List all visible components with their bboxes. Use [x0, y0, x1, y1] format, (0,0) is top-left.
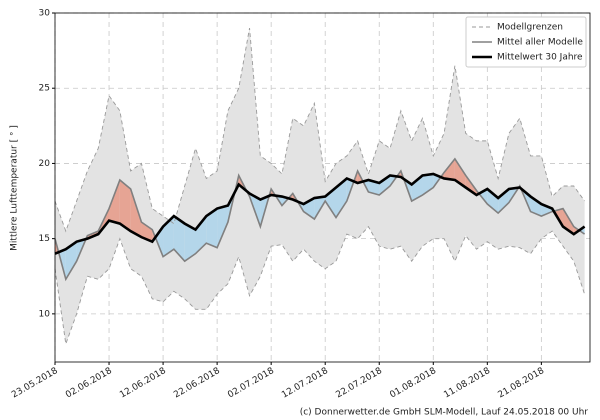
difference-area: [368, 179, 380, 196]
difference-area: [336, 178, 347, 218]
plot-frame: [54, 12, 591, 363]
climate-mean-line: [54, 172, 586, 255]
difference-area: [530, 196, 542, 217]
difference-area: [163, 216, 174, 257]
difference-area: [444, 158, 455, 180]
x-tick-label: 02.07.2018: [226, 366, 276, 401]
difference-area: [65, 241, 77, 280]
difference-area: [206, 208, 218, 248]
difference-area: [487, 189, 499, 214]
difference-area: [184, 223, 196, 262]
y-tick-label: 30: [39, 9, 51, 19]
difference-area: [119, 179, 131, 232]
y-tick-label: 20: [39, 159, 51, 169]
model-range-lower: [54, 225, 586, 345]
difference-area: [141, 222, 153, 242]
legend-label: Modellgrenzen: [497, 23, 563, 33]
difference-area: [541, 204, 553, 217]
difference-area: [217, 205, 228, 248]
legend-label: Mittelwert 30 Jahre: [497, 53, 583, 63]
y-tick-label: 25: [39, 84, 50, 94]
difference-area: [379, 175, 391, 196]
difference-area: [155, 226, 164, 257]
difference-area: [411, 175, 423, 202]
model-range-upper: [54, 27, 585, 233]
y-axis-label: Mittlere Lufttemperatur [ ° ]: [10, 125, 20, 251]
difference-area: [109, 179, 120, 224]
footer: (c) Donnerwetter.de GmbH SLM-Modell, Lau…: [300, 408, 589, 418]
y-tick-label: 15: [39, 234, 50, 244]
difference-area: [130, 189, 142, 238]
x-tick-label: 23.05.2018: [10, 366, 60, 401]
difference-area: [173, 216, 185, 262]
difference-area: [422, 173, 434, 196]
x-tick-label: 22.07.2018: [334, 366, 384, 401]
y-tick-label: 10: [39, 309, 51, 319]
model-range-area: [55, 28, 585, 344]
x-tick-label: 12.07.2018: [280, 366, 330, 401]
x-tick-label: 01.08.2018: [388, 366, 438, 401]
legend-label: Mittel aller Modelle: [497, 38, 583, 48]
x-tick-label: 11.08.2018: [442, 366, 492, 401]
legend-box: [465, 16, 587, 68]
difference-area: [195, 216, 207, 254]
x-tick-label: 21.08.2018: [496, 366, 546, 401]
model-mean-line: [54, 157, 586, 282]
x-tick-label: 22.06.2018: [172, 366, 222, 401]
x-tick-label: 12.06.2018: [118, 366, 168, 401]
difference-area: [498, 189, 509, 214]
x-tick-label: 02.06.2018: [64, 366, 114, 401]
